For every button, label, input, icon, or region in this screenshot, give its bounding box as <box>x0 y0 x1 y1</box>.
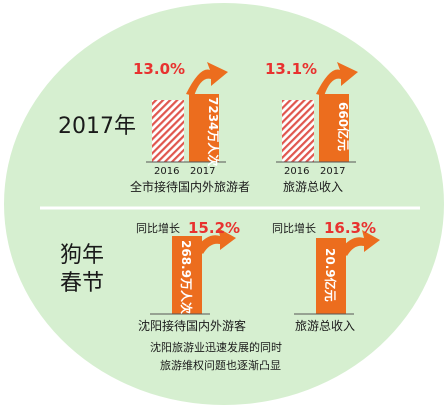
category-2017: 2017 <box>190 166 215 177</box>
footer-line2: 旅游维权问题也逐渐凸显 <box>160 358 281 372</box>
bar-spring-festival <box>172 236 202 314</box>
bar-label: 268.9万人次 <box>179 240 194 314</box>
bar-2016 <box>152 100 184 162</box>
category-2016: 2016 <box>284 166 309 177</box>
bar-2017 <box>319 94 349 162</box>
growth-label: 13.0% <box>133 60 185 78</box>
chart-caption: 旅游总收入 <box>295 319 355 333</box>
chart-spring-festival-revenue: 20.9亿元 同比增长 16.3% 旅游总收入 <box>272 219 380 333</box>
chart-caption: 全市接待国内外旅游者 <box>130 179 250 194</box>
growth-label: 16.3% <box>324 219 376 237</box>
chart-tourists-2017: 7234万人次 13.0% 2016 2017 全市接待国内外旅游者 <box>130 60 250 194</box>
bar-2017 <box>189 94 219 162</box>
growth-prefix: 同比增长 <box>136 221 180 235</box>
growth-label: 13.1% <box>265 60 317 78</box>
growth-arrow <box>196 228 236 254</box>
growth-arrow <box>316 62 358 96</box>
bar-2017-label: 7234万人次 <box>206 97 221 166</box>
section-title-spring-festival-line2: 春节 <box>60 271 104 296</box>
growth-arrow <box>186 62 228 96</box>
chart-revenue-2017: 660亿元 13.1% 2016 2017 旅游总收入 <box>265 60 358 194</box>
chart-caption: 沈阳接待国内外游客 <box>138 318 246 333</box>
bar-label: 20.9亿元 <box>323 248 338 302</box>
bar-2017-label: 660亿元 <box>336 102 351 151</box>
growth-label: 15.2% <box>188 219 240 237</box>
section-title-2017: 2017年 <box>58 114 136 139</box>
growth-arrow <box>340 230 380 256</box>
category-2017: 2017 <box>320 166 345 177</box>
section-title-spring-festival-line1: 狗年 <box>60 243 104 268</box>
chart-caption: 旅游总收入 <box>283 180 343 194</box>
bar-2016 <box>282 100 314 162</box>
chart-spring-festival-tourists: 268.9万人次 同比增长 15.2% 沈阳接待国内外游客 <box>136 219 246 333</box>
footer-line1: 沈阳旅游业迅速发展的同时 <box>150 340 282 354</box>
category-2016: 2016 <box>154 166 179 177</box>
growth-prefix: 同比增长 <box>272 221 316 235</box>
